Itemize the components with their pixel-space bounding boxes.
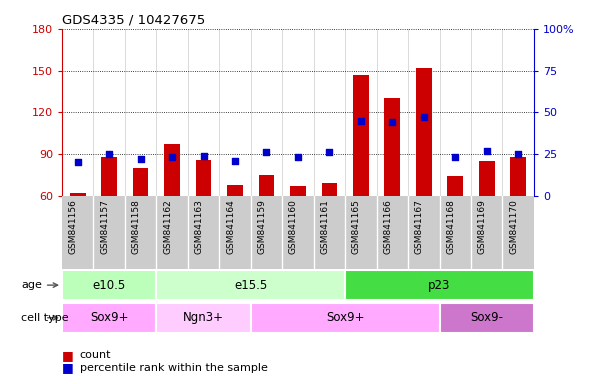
Text: GSM841169: GSM841169	[478, 200, 487, 254]
Point	[136, 156, 145, 162]
Point	[482, 148, 491, 154]
Text: GSM841164: GSM841164	[226, 200, 235, 254]
Bar	[62, 270, 156, 300]
Bar	[258, 175, 274, 280]
Bar	[416, 68, 432, 280]
Text: GDS4335 / 10427675: GDS4335 / 10427675	[62, 13, 205, 26]
Bar	[156, 303, 251, 333]
Point	[451, 154, 460, 161]
Bar	[133, 168, 149, 280]
Text: percentile rank within the sample: percentile rank within the sample	[80, 363, 267, 373]
Bar	[479, 161, 494, 280]
Text: GSM841161: GSM841161	[320, 200, 329, 254]
Point	[293, 154, 303, 161]
Point	[199, 153, 208, 159]
Point	[230, 158, 240, 164]
Text: GSM841170: GSM841170	[509, 200, 518, 254]
Text: GSM841159: GSM841159	[257, 200, 267, 254]
Text: GSM841157: GSM841157	[100, 200, 109, 254]
Bar	[385, 98, 400, 280]
Point	[73, 159, 83, 166]
Text: GSM841162: GSM841162	[163, 200, 172, 254]
Text: Sox9+: Sox9+	[326, 311, 365, 324]
Bar	[322, 183, 337, 280]
Text: GSM841168: GSM841168	[446, 200, 455, 254]
Point	[388, 119, 397, 126]
Text: ■: ■	[62, 349, 74, 362]
Bar	[440, 303, 534, 333]
Text: p23: p23	[428, 279, 451, 291]
Bar	[62, 303, 156, 333]
Text: Sox9-: Sox9-	[470, 311, 503, 324]
Text: GSM841165: GSM841165	[352, 200, 361, 254]
Text: GSM841158: GSM841158	[132, 200, 140, 254]
Point	[168, 154, 177, 161]
Point	[324, 149, 334, 156]
Text: count: count	[80, 350, 111, 360]
Point	[262, 149, 271, 156]
Bar	[447, 176, 463, 280]
Text: Sox9+: Sox9+	[90, 311, 129, 324]
Bar	[196, 160, 211, 280]
Bar	[101, 157, 117, 280]
Bar	[70, 193, 86, 280]
Text: GSM841156: GSM841156	[68, 200, 78, 254]
Bar	[227, 185, 243, 280]
Text: age: age	[21, 280, 58, 290]
Bar	[353, 75, 369, 280]
Bar	[510, 157, 526, 280]
Text: Ngn3+: Ngn3+	[183, 311, 224, 324]
Bar	[290, 186, 306, 280]
Point	[419, 114, 428, 121]
Bar	[156, 270, 345, 300]
Text: GSM841163: GSM841163	[195, 200, 204, 254]
Bar	[345, 270, 534, 300]
Point	[104, 151, 114, 157]
Text: e10.5: e10.5	[93, 279, 126, 291]
Point	[356, 118, 366, 124]
Text: GSM841160: GSM841160	[289, 200, 298, 254]
Text: cell type: cell type	[21, 313, 68, 323]
Bar	[251, 303, 440, 333]
Bar	[164, 144, 180, 280]
Text: ■: ■	[62, 361, 74, 374]
Text: e15.5: e15.5	[234, 279, 267, 291]
Point	[513, 151, 523, 157]
Text: GSM841167: GSM841167	[415, 200, 424, 254]
Text: GSM841166: GSM841166	[384, 200, 392, 254]
